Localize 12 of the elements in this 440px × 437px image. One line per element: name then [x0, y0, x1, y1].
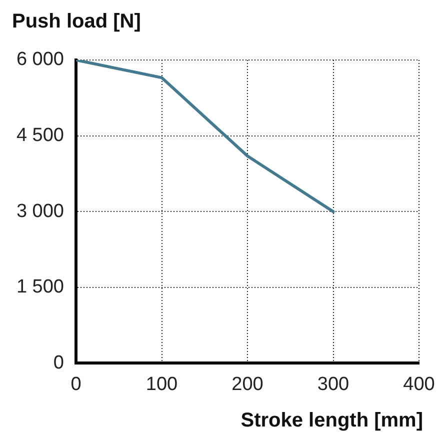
y-axis-title: Push load [N] — [12, 10, 141, 33]
y-tick-label: 6 000 — [16, 49, 64, 70]
y-tick-label: 1 500 — [16, 276, 64, 298]
x-tick-label: 300 — [317, 374, 350, 395]
y-tick-label: 0 — [53, 352, 64, 374]
x-tick-label: 100 — [146, 374, 178, 395]
x-tick-label: 400 — [403, 374, 435, 395]
x-tick-label: 0 — [70, 374, 82, 395]
x-tick-label: 200 — [232, 374, 264, 395]
x-axis-title: Stroke length [mm] — [240, 410, 423, 432]
y-tick-label: 4 500 — [16, 125, 64, 146]
y-tick-label: 3 000 — [16, 200, 64, 222]
